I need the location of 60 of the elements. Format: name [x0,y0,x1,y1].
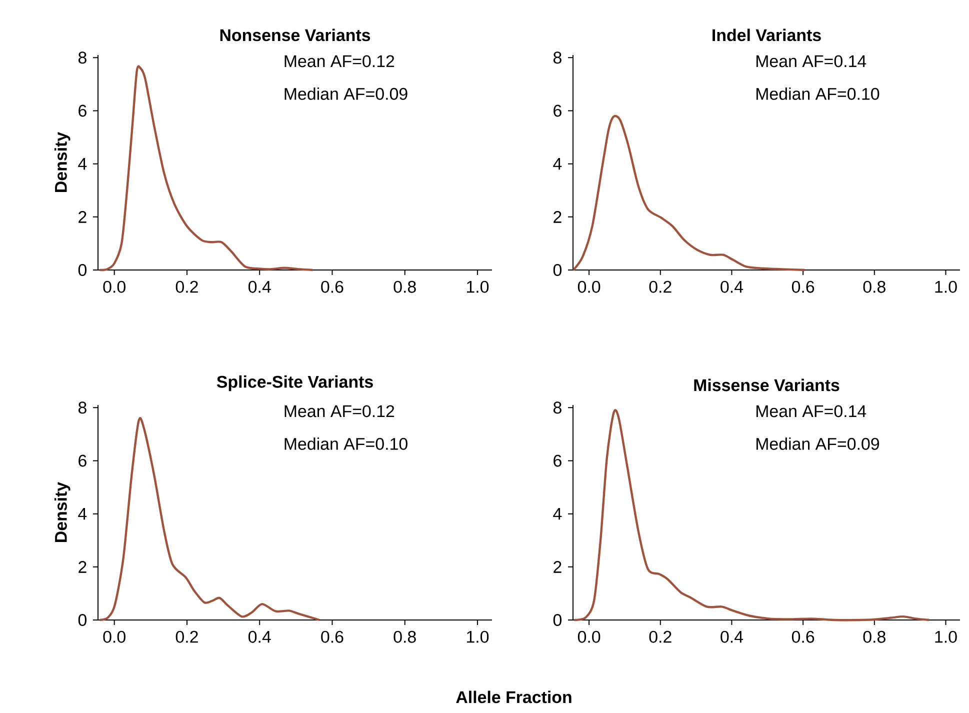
x-tick-label: 0.6 [792,280,814,293]
x-tick-label: 0.4 [720,280,744,293]
x-tick-label: 0.4 [248,630,271,643]
annotation: Mean AF=0.12 [284,405,394,418]
x-tick-label: 0.8 [863,630,886,643]
x-tick-label: 0.8 [394,630,416,643]
x-tick-label: 1.0 [935,630,957,643]
x-tick-label: 0.2 [176,630,198,643]
chart-title: Indel Variants [712,28,821,42]
x-tick-label: 1.0 [935,280,957,293]
y-tick-label: 6 [554,454,562,467]
annotation: Mean AF=0.12 [284,55,394,68]
y-tick-label: 4 [553,508,562,520]
x-tick-label: 0.6 [321,280,344,293]
y-tick-label: 4 [78,508,87,520]
x-tick-label: 0.0 [103,280,126,293]
y-tick-label: 0 [553,264,562,276]
x-tick-label: 0.6 [792,630,814,643]
y-tick-label: 2 [554,210,562,223]
x-tick-label: 0.4 [248,280,271,293]
y-tick-label: 4 [78,158,87,170]
y-tick-label: 0 [78,614,86,626]
annotation: Median AF=0.10 [284,437,408,450]
y-axis-title: Density [54,132,70,192]
y-tick-label: 6 [554,104,562,117]
x-tick-label: 1.0 [467,630,489,643]
x-tick-label: 0.8 [863,280,886,293]
line-series [572,114,806,272]
y-tick-label: 8 [78,402,86,414]
x-axis-title: Allele Fraction [456,690,572,704]
x-tick-label: 0.0 [578,630,600,643]
y-axis-title: Density [54,482,70,542]
y-tick-label: 4 [553,158,562,170]
annotation: Median AF=0.09 [756,437,880,450]
y-tick-label: 8 [553,52,562,64]
chart-title: Splice-Site Variants [216,375,373,392]
y-tick-label: 6 [78,454,86,467]
y-tick-label: 2 [78,210,86,223]
x-tick-label: 0.2 [649,280,672,293]
x-tick-label: 0.4 [720,630,744,643]
y-tick-label: 8 [553,402,562,414]
y-tick-label: 2 [78,561,86,573]
annotation: Median AF=0.09 [284,87,408,100]
x-tick-label: 0.2 [176,280,198,293]
annotation: Median AF=0.10 [756,87,880,100]
y-tick-label: 8 [78,52,86,64]
x-tick-label: 1.0 [467,280,489,293]
x-tick-label: 0.2 [649,630,672,643]
y-tick-label: 0 [78,264,86,276]
y-tick-label: 0 [553,614,562,626]
chart-title: Missense Variants [694,378,840,392]
y-tick-label: 2 [554,561,562,573]
x-tick-label: 0.0 [578,280,600,293]
annotation: Mean AF=0.14 [756,405,866,418]
y-tick-label: 6 [78,104,86,117]
x-tick-label: 0.8 [394,280,416,293]
x-tick-label: 0.0 [103,630,126,643]
annotation: Mean AF=0.14 [756,55,866,68]
x-tick-label: 0.6 [321,630,344,643]
chart-title: Nonsense Variants [220,28,370,42]
